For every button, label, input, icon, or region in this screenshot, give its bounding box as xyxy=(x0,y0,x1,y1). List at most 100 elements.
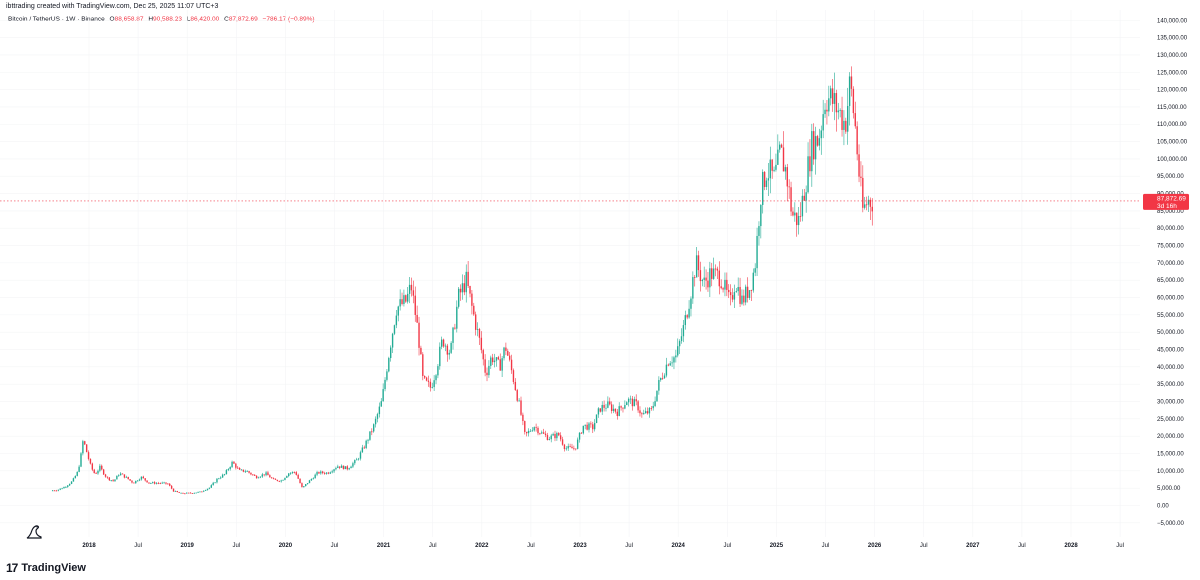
candle-body[interactable] xyxy=(65,486,67,488)
candle-body[interactable] xyxy=(633,399,636,407)
candle-body[interactable] xyxy=(763,171,766,187)
candle-body[interactable] xyxy=(605,407,607,409)
candle-body[interactable] xyxy=(561,439,564,445)
candle-body[interactable] xyxy=(503,347,505,359)
candle-body[interactable] xyxy=(586,424,588,430)
candle-body[interactable] xyxy=(558,432,560,436)
candle-body[interactable] xyxy=(614,408,617,412)
candle-body[interactable] xyxy=(444,345,447,347)
candle-body[interactable] xyxy=(70,481,73,484)
candle-body[interactable] xyxy=(403,295,405,304)
candle-body[interactable] xyxy=(567,446,569,449)
candle-body[interactable] xyxy=(203,490,205,492)
candle-body[interactable] xyxy=(374,418,377,425)
candle-body[interactable] xyxy=(378,406,381,415)
candle-body[interactable] xyxy=(784,167,787,172)
candle-body[interactable] xyxy=(119,473,122,476)
candle-body[interactable] xyxy=(218,478,220,480)
candle-body[interactable] xyxy=(531,430,534,432)
candle-body[interactable] xyxy=(386,371,388,380)
candle-body[interactable] xyxy=(72,478,75,482)
candle-body[interactable] xyxy=(520,400,522,415)
candle-body[interactable] xyxy=(414,295,416,315)
candle-body[interactable] xyxy=(510,359,513,371)
candle-body[interactable] xyxy=(61,488,63,490)
candle-body[interactable] xyxy=(609,401,611,405)
candle-body[interactable] xyxy=(221,474,224,478)
candle-body[interactable] xyxy=(333,469,335,472)
candle-body[interactable] xyxy=(748,290,751,298)
candle-body[interactable] xyxy=(174,490,177,492)
candle-body[interactable] xyxy=(85,444,88,453)
candle-body[interactable] xyxy=(367,439,369,441)
candle-body[interactable] xyxy=(227,469,229,471)
candle-body[interactable] xyxy=(380,401,382,407)
candle-body[interactable] xyxy=(365,440,367,449)
candle-body[interactable] xyxy=(737,286,739,292)
candle-body[interactable] xyxy=(395,315,398,326)
candle-body[interactable] xyxy=(639,410,641,414)
candle-body[interactable] xyxy=(208,487,211,489)
candle-body[interactable] xyxy=(797,216,800,226)
candle-body[interactable] xyxy=(84,441,86,445)
candle-body[interactable] xyxy=(399,299,401,307)
candle-body[interactable] xyxy=(726,279,728,290)
candle-body[interactable] xyxy=(752,272,754,291)
candle-body[interactable] xyxy=(433,380,435,388)
candle-body[interactable] xyxy=(406,293,409,302)
candle-body[interactable] xyxy=(673,357,675,363)
candle-body[interactable] xyxy=(709,268,711,288)
candle-body[interactable] xyxy=(843,120,845,130)
candle-body[interactable] xyxy=(592,424,594,430)
candle-body[interactable] xyxy=(865,204,868,206)
candle-body[interactable] xyxy=(252,474,254,476)
candle-body[interactable] xyxy=(457,288,460,307)
candle-body[interactable] xyxy=(363,447,365,449)
candle-body[interactable] xyxy=(235,463,237,468)
candle-body[interactable] xyxy=(161,482,163,484)
candle-body[interactable] xyxy=(216,478,218,483)
candle-body[interactable] xyxy=(671,362,673,364)
candle-body[interactable] xyxy=(841,109,843,130)
candle-body[interactable] xyxy=(259,476,262,478)
candle-body[interactable] xyxy=(590,423,592,425)
candle-body[interactable] xyxy=(845,120,847,132)
candle-body[interactable] xyxy=(248,471,250,473)
candle-body[interactable] xyxy=(439,346,441,367)
candle-body[interactable] xyxy=(169,483,171,486)
candle-body[interactable] xyxy=(376,414,379,419)
candle-body[interactable] xyxy=(762,171,764,205)
candle-body[interactable] xyxy=(856,126,858,155)
candle-body[interactable] xyxy=(289,472,292,474)
candle-body[interactable] xyxy=(690,298,692,309)
candle-body[interactable] xyxy=(652,405,654,409)
candle-body[interactable] xyxy=(361,447,364,453)
candle-body[interactable] xyxy=(654,401,656,406)
candle-body[interactable] xyxy=(454,327,456,329)
candle-body[interactable] xyxy=(237,467,239,469)
candle-body[interactable] xyxy=(148,482,150,484)
candle-body[interactable] xyxy=(584,424,586,426)
candle-body[interactable] xyxy=(308,480,311,484)
candle-body[interactable] xyxy=(688,308,690,318)
candle-body[interactable] xyxy=(556,432,558,439)
candle-body[interactable] xyxy=(297,474,299,479)
candle-body[interactable] xyxy=(356,459,358,461)
candle-body[interactable] xyxy=(78,466,80,472)
candle-body[interactable] xyxy=(446,345,449,355)
candle-body[interactable] xyxy=(305,484,307,487)
candle-body[interactable] xyxy=(152,482,154,484)
candle-body[interactable] xyxy=(478,329,481,338)
candle-body[interactable] xyxy=(461,283,464,293)
candle-body[interactable] xyxy=(796,212,798,226)
candle-body[interactable] xyxy=(571,446,573,449)
candle-body[interactable] xyxy=(437,366,439,376)
candle-body[interactable] xyxy=(807,156,809,193)
candle-body[interactable] xyxy=(847,105,849,132)
candle-body[interactable] xyxy=(773,169,775,171)
candle-body[interactable] xyxy=(837,110,839,113)
candle-body[interactable] xyxy=(450,342,452,353)
candle-body[interactable] xyxy=(82,441,84,454)
candle-body[interactable] xyxy=(108,477,111,481)
candle-body[interactable] xyxy=(157,482,160,484)
